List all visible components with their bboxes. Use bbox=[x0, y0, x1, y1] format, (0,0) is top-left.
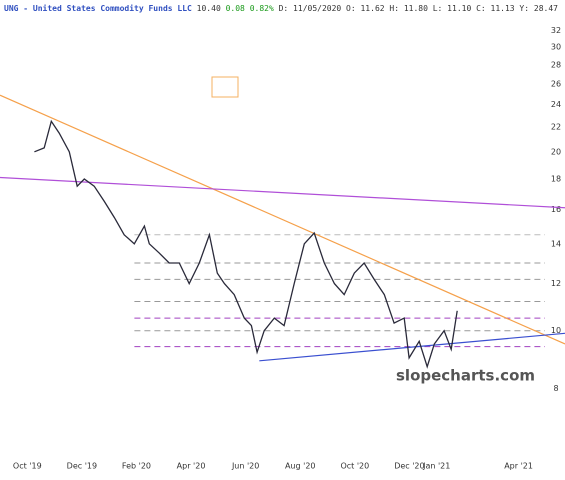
trendline bbox=[259, 332, 565, 362]
y-tick-label: 32 bbox=[551, 26, 561, 35]
x-tick-label: Dec '19 bbox=[67, 462, 97, 471]
x-tick-label: Apr '21 bbox=[504, 462, 533, 471]
y-tick-label: 26 bbox=[551, 80, 561, 89]
y-tick-label: 14 bbox=[551, 239, 561, 248]
x-tick-label: Oct '20 bbox=[340, 462, 369, 471]
x-tick-label: Oct '19 bbox=[13, 462, 42, 471]
header: UNG - United States Commodity Funds LLC … bbox=[4, 3, 558, 13]
symbol: UNG - United States Commodity Funds LLC bbox=[4, 3, 192, 13]
y-tick-label: 12 bbox=[551, 279, 561, 288]
price-line bbox=[34, 119, 458, 369]
y-tick-label: 24 bbox=[551, 100, 561, 109]
y-tick-label: 10 bbox=[551, 326, 561, 335]
y-tick-label: 16 bbox=[551, 205, 561, 214]
x-tick-label: Aug '20 bbox=[285, 462, 316, 471]
trendline bbox=[0, 176, 565, 209]
y-tick-label: 18 bbox=[551, 174, 561, 183]
change-pct: 0.82% bbox=[250, 4, 274, 13]
watermark: slopecharts.com bbox=[396, 367, 535, 385]
x-tick-label: Feb '20 bbox=[122, 462, 151, 471]
x-tick-label: Apr '20 bbox=[177, 462, 206, 471]
x-tick-label: Dec '20 bbox=[394, 462, 424, 471]
y-tick-label: 22 bbox=[551, 123, 561, 132]
trendline bbox=[0, 94, 565, 345]
x-tick-label: Jan '21 bbox=[422, 462, 450, 471]
y-tick-label: 8 bbox=[553, 384, 558, 393]
change: 0.08 bbox=[226, 4, 245, 13]
last: 10.40 bbox=[197, 4, 221, 13]
y-tick-label: 30 bbox=[551, 43, 561, 52]
ohlc: D: 11/05/2020 O: 11.62 H: 11.80 L: 11.10… bbox=[279, 4, 559, 13]
x-tick-label: Jun '20 bbox=[231, 462, 259, 471]
marker-box bbox=[211, 76, 239, 98]
y-tick-label: 20 bbox=[551, 147, 561, 156]
y-tick-label: 28 bbox=[551, 60, 561, 69]
